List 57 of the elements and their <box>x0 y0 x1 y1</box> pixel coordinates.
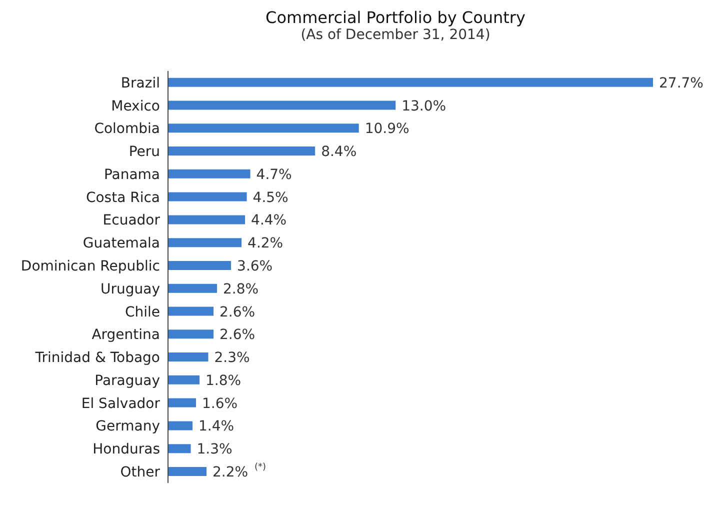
data-label: 2.3% <box>214 350 250 366</box>
data-label: 1.8% <box>206 372 242 389</box>
data-label: 3.6% <box>237 258 273 274</box>
bar <box>168 421 193 430</box>
data-label: 2.6% <box>220 327 256 344</box>
bar <box>168 146 316 156</box>
bar <box>168 375 200 384</box>
y-tick-label: Peru <box>128 144 160 160</box>
bar <box>168 306 214 316</box>
data-label: 4.5% <box>252 190 288 206</box>
data-label: 4.2% <box>248 236 284 252</box>
bar <box>168 398 196 408</box>
data-label: 4.4% <box>251 212 287 229</box>
y-tick-label: Honduras <box>92 442 160 458</box>
y-tick-label: El Salvador <box>81 396 160 412</box>
data-label: 1.6% <box>202 396 238 412</box>
bar <box>168 284 218 293</box>
bar <box>168 330 214 339</box>
bar <box>168 466 207 476</box>
data-label: 2.2% <box>212 464 248 480</box>
bar <box>168 444 191 454</box>
bar <box>168 260 232 270</box>
bar <box>168 78 653 87</box>
data-label: 2.6% <box>220 304 256 320</box>
y-tick-label: Colombia <box>94 121 160 138</box>
y-tick-label: Costa Rica <box>86 190 160 206</box>
y-tick-label: Ecuador <box>102 212 160 229</box>
y-tick-label: Paraguay <box>94 372 160 389</box>
y-tick-label: Argentina <box>92 327 160 344</box>
y-tick-label: Trinidad & Tobago <box>34 350 160 366</box>
y-tick-label: Mexico <box>111 98 160 114</box>
data-label: 2.8% <box>223 281 259 298</box>
y-tick-label: Uruguay <box>100 281 160 298</box>
y-tick-label: Other <box>120 464 160 481</box>
data-label: 8.4% <box>321 144 357 160</box>
y-tick-label: Dominican Republic <box>20 258 160 275</box>
y-tick-label: Brazil <box>120 75 160 92</box>
data-label: 1.4% <box>198 418 234 435</box>
bar <box>168 215 246 224</box>
annotation: (*) <box>254 462 266 472</box>
data-label: 10.9% <box>364 121 410 138</box>
data-label: 27.7% <box>659 75 704 92</box>
chart-title: Commercial Portfolio by Country <box>264 8 526 27</box>
bar <box>168 352 208 362</box>
chart-subtitle: (As of December 31, 2014) <box>300 27 492 43</box>
bar <box>168 238 242 248</box>
y-tick-label: Germany <box>96 418 160 435</box>
y-tick-label: Guatemala <box>82 236 160 252</box>
bar <box>168 192 247 202</box>
bar <box>168 124 359 133</box>
y-tick-label: Panama <box>104 166 160 183</box>
bar <box>168 169 250 178</box>
data-label: 13.0% <box>402 98 446 114</box>
bar <box>168 100 396 110</box>
data-label: 4.7% <box>256 166 292 183</box>
data-label: 1.3% <box>196 442 232 458</box>
y-tick-label: Chile <box>124 304 160 320</box>
